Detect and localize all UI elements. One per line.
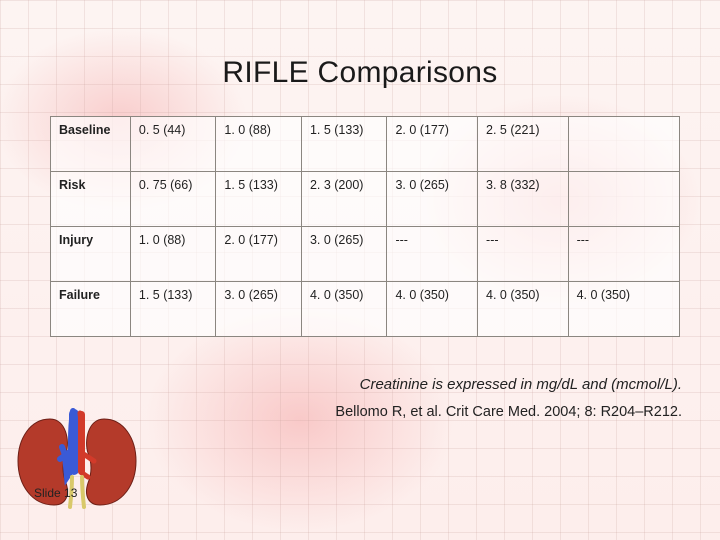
table-cell: 3. 0 (265) [301, 227, 387, 282]
table-row: Injury1. 0 (88)2. 0 (177)3. 0 (265)-----… [51, 227, 680, 282]
row-label: Failure [51, 282, 131, 337]
table-row: Failure1. 5 (133)3. 0 (265)4. 0 (350)4. … [51, 282, 680, 337]
table-cell: 2. 5 (221) [478, 117, 569, 172]
cell-value: 2. 0 (177) [216, 227, 301, 249]
cell-value: 1. 5 (133) [302, 117, 387, 139]
table-cell: 1. 0 (88) [216, 117, 302, 172]
table-cell: 3. 0 (265) [387, 172, 478, 227]
cell-value: --- [478, 227, 568, 249]
table-cell: 3. 8 (332) [478, 172, 569, 227]
table-cell: --- [568, 227, 679, 282]
table-cell: 1. 5 (133) [301, 117, 387, 172]
cell-value: 3. 8 (332) [478, 172, 568, 194]
row-label-text: Baseline [51, 117, 130, 139]
table-cell: 2. 0 (177) [216, 227, 302, 282]
cell-value [569, 172, 679, 178]
cell-value [569, 117, 679, 123]
cell-value: 3. 0 (265) [387, 172, 477, 194]
cell-value: --- [569, 227, 679, 249]
cell-value: 4. 0 (350) [569, 282, 679, 304]
citation: Bellomo R, et al. Crit Care Med. 2004; 8… [335, 404, 682, 420]
table-cell [568, 172, 679, 227]
cell-value: 2. 3 (200) [302, 172, 387, 194]
table-cell: 4. 0 (350) [568, 282, 679, 337]
rifle-table: Baseline0. 5 (44)1. 0 (88)1. 5 (133)2. 0… [50, 116, 680, 337]
table-cell: --- [387, 227, 478, 282]
rifle-table-body: Baseline0. 5 (44)1. 0 (88)1. 5 (133)2. 0… [51, 117, 680, 337]
row-label-text: Failure [51, 282, 130, 304]
cell-value: 1. 5 (133) [216, 172, 301, 194]
cell-value: 2. 5 (221) [478, 117, 568, 139]
cell-value: 1. 0 (88) [131, 227, 216, 249]
cell-value: 2. 0 (177) [387, 117, 477, 139]
cell-value: 0. 75 (66) [131, 172, 216, 194]
row-label: Risk [51, 172, 131, 227]
cell-value: 1. 5 (133) [131, 282, 216, 304]
cell-value: 1. 0 (88) [216, 117, 301, 139]
cell-value: 4. 0 (350) [302, 282, 387, 304]
table-cell: 1. 5 (133) [216, 172, 302, 227]
table-row: Risk0. 75 (66)1. 5 (133)2. 3 (200)3. 0 (… [51, 172, 680, 227]
row-label-text: Injury [51, 227, 130, 249]
table-cell: 3. 0 (265) [216, 282, 302, 337]
row-label-text: Risk [51, 172, 130, 194]
cell-value: --- [387, 227, 477, 249]
table-caption: Creatinine is expressed in mg/dL and (mc… [360, 376, 682, 393]
row-label: Injury [51, 227, 131, 282]
cell-value: 3. 0 (265) [302, 227, 387, 249]
cell-value: 0. 5 (44) [131, 117, 216, 139]
table-cell: 4. 0 (350) [301, 282, 387, 337]
slide-number: Slide 13 [34, 486, 77, 500]
table-row: Baseline0. 5 (44)1. 0 (88)1. 5 (133)2. 0… [51, 117, 680, 172]
table-cell: 0. 75 (66) [130, 172, 216, 227]
table-cell: 4. 0 (350) [478, 282, 569, 337]
cell-value: 3. 0 (265) [216, 282, 301, 304]
table-cell: --- [478, 227, 569, 282]
cell-value: 4. 0 (350) [478, 282, 568, 304]
table-cell: 4. 0 (350) [387, 282, 478, 337]
row-label: Baseline [51, 117, 131, 172]
table-cell: 1. 0 (88) [130, 227, 216, 282]
rifle-table-wrap: Baseline0. 5 (44)1. 0 (88)1. 5 (133)2. 0… [50, 116, 680, 337]
page-title: RIFLE Comparisons [0, 56, 720, 90]
table-cell: 1. 5 (133) [130, 282, 216, 337]
cell-value: 4. 0 (350) [387, 282, 477, 304]
table-cell: 2. 3 (200) [301, 172, 387, 227]
table-cell: 0. 5 (44) [130, 117, 216, 172]
table-cell: 2. 0 (177) [387, 117, 478, 172]
table-cell [568, 117, 679, 172]
